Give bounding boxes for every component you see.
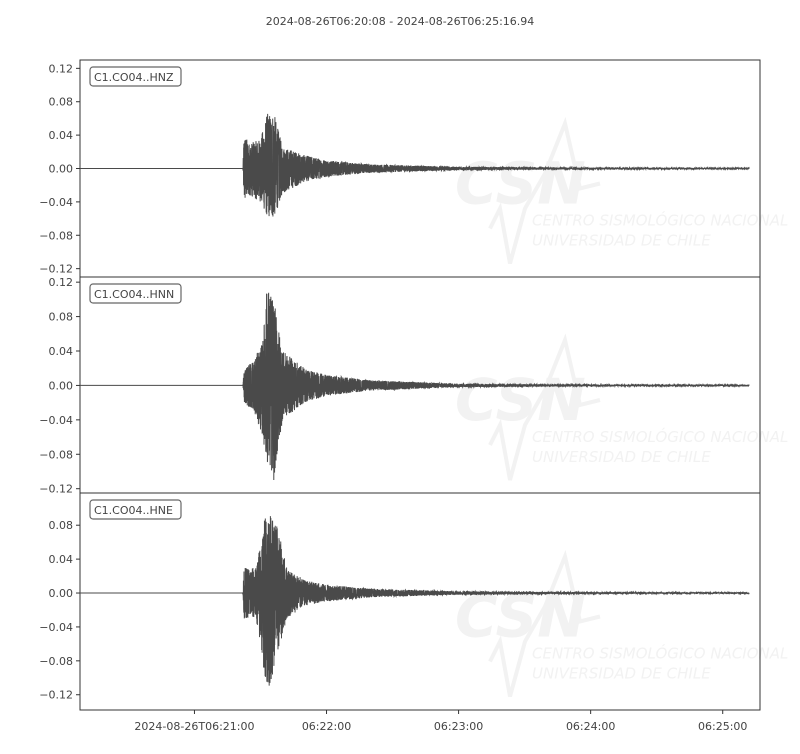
watermark-line2: UNIVERSIDAD DE CHILE xyxy=(532,665,711,683)
y-tick-label: 0.08 xyxy=(49,519,74,532)
x-axis: 2024-08-26T06:21:00 06:22:00 06:23:00 06:24… xyxy=(134,710,747,733)
waveform-trace xyxy=(80,516,750,686)
y-tick-label: 0.12 xyxy=(49,62,74,75)
waveform-trace xyxy=(80,113,750,217)
y-tick-label: 0.04 xyxy=(49,129,74,142)
y-tick-label: 0.00 xyxy=(49,379,74,392)
waveform-trace xyxy=(80,292,750,481)
trace-label: C1.CO04..HNE xyxy=(89,499,182,520)
watermark-line1: CENTRO SISMOLÓGICO NACIONAL xyxy=(532,427,788,446)
y-tick-label: 0.12 xyxy=(49,276,74,289)
y-tick-label: −0.08 xyxy=(39,448,73,461)
y-tick-label: 0.08 xyxy=(49,311,74,324)
watermark-wave-icon xyxy=(488,116,601,265)
x-tick-label: 06:22:00 xyxy=(302,720,351,733)
y-tick-label: 0.04 xyxy=(49,345,74,358)
y-tick-label: 0.00 xyxy=(49,587,74,600)
watermark-logo: CSN xyxy=(455,150,586,218)
trace-label-text: C1.CO04..HNZ xyxy=(94,71,174,84)
y-tick-label: −0.08 xyxy=(39,655,73,668)
y-tick-label: 0.04 xyxy=(49,553,74,566)
watermark-line2: UNIVERSIDAD DE CHILE xyxy=(532,232,711,250)
y-tick-label: 0.08 xyxy=(49,96,74,109)
trace-label-text: C1.CO04..HNE xyxy=(94,504,173,517)
x-tick-label: 06:23:00 xyxy=(434,720,483,733)
y-tick-label: −0.12 xyxy=(39,263,73,276)
x-tick-label: 06:24:00 xyxy=(566,720,615,733)
y-tick-label: −0.12 xyxy=(39,689,73,702)
x-tick-label: 2024-08-26T06:21:00 xyxy=(134,720,254,733)
watermark-wave-icon xyxy=(488,333,601,481)
watermark-line1: CENTRO SISMOLÓGICO NACIONAL xyxy=(532,211,788,230)
y-tick-label: −0.04 xyxy=(39,196,73,209)
y-tick-label: −0.08 xyxy=(39,229,73,242)
y-tick-label: −0.04 xyxy=(39,414,73,427)
trace-label: C1.CO04..HNN xyxy=(89,283,182,304)
y-tick-label: −0.04 xyxy=(39,621,73,634)
y-tick-label: 0.00 xyxy=(49,163,74,176)
trace-label: C1.CO04..HNZ xyxy=(89,66,182,87)
trace-label-text: C1.CO04..HNN xyxy=(94,288,174,301)
watermark-line1: CENTRO SISMOLÓGICO NACIONAL xyxy=(532,644,788,663)
axes-frame xyxy=(79,492,761,711)
chart-title: 2024-08-26T06:20:08 - 2024-08-26T06:25:1… xyxy=(266,15,535,28)
watermark-wave-icon xyxy=(488,549,601,698)
watermark-line2: UNIVERSIDAD DE CHILE xyxy=(532,448,711,466)
watermark-logo: CSN xyxy=(455,366,586,434)
y-tick-label: −0.12 xyxy=(39,483,73,496)
x-tick-label: 06:25:00 xyxy=(698,720,747,733)
